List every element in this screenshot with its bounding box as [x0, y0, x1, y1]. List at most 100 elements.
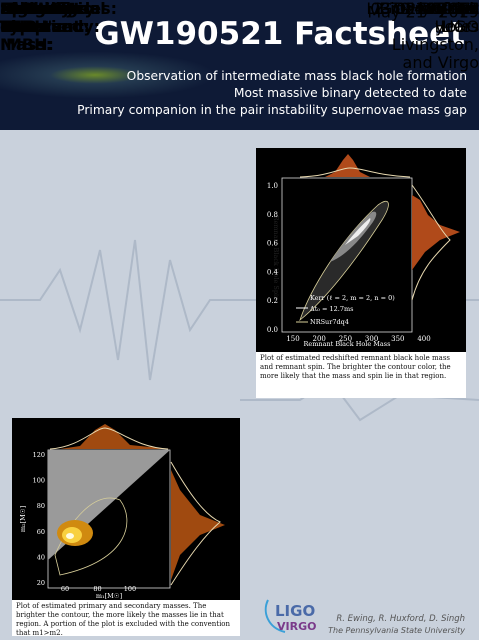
- fact-label: Remnant IMBH's Mass:: [0, 0, 82, 54]
- fact-value: 4 cycles: [414, 0, 479, 18]
- y-axis-label: Remnant Black Hole Spin: [272, 216, 280, 301]
- value-text: 0.48 – 1.1: [399, 0, 479, 18]
- legend-entry: Δt₀ = 12.7ms: [310, 305, 353, 313]
- value-text: May 21: [367, 2, 426, 22]
- fact-value: 2.7 – 7.7 Gpc: [374, 0, 479, 18]
- subtitle: Observation of intermediate mass black h…: [126, 69, 467, 83]
- fact-value: 142 M☉: [415, 0, 479, 18]
- y-tick-label: 0.0: [267, 326, 278, 334]
- fact-label: Redshift:: [0, 0, 83, 18]
- x-tick-label: 350: [391, 335, 404, 343]
- fact-row: # GW cycles: 4 cycles: [0, 0, 479, 560]
- fact-row: Remnant IMBH's Mass: 142 M☉: [0, 0, 479, 480]
- value-text: 2019: [433, 2, 479, 22]
- x-tick-label: 400: [417, 335, 430, 343]
- value-sup: st: [425, 4, 434, 13]
- logo-text: LIGO: [275, 602, 315, 620]
- y-tick-label: 1.0: [267, 182, 278, 190]
- fact-value: LIGO Hanford, LIGO Livingston, and Virgo: [364, 0, 479, 72]
- x-tick-label: 200: [313, 335, 326, 343]
- fact-value: 0.48 – 1.1: [400, 0, 479, 18]
- value-text: 66 M☉: [425, 0, 479, 18]
- y-tick-label: 120: [33, 451, 45, 459]
- x-tick-label: 250: [339, 335, 352, 343]
- subtitle: Primary companion in the pair instabilit…: [77, 103, 467, 117]
- fact-label: Peak Signal Frequency:: [0, 0, 106, 36]
- y-tick-label: 0.4: [267, 268, 279, 276]
- fact-value: 03:02:29 UTC: [370, 0, 479, 18]
- fact-label: Merger Time:: [0, 0, 65, 36]
- x-tick-label: 100: [124, 585, 136, 593]
- fact-row: Source Type: Binary Black Holes: [0, 0, 479, 80]
- x-tick-label: 300: [365, 335, 378, 343]
- fact-row: Spin of Remnant IMBH: 0.7: [0, 0, 479, 520]
- fact-label: FAR:: [0, 0, 41, 18]
- caption: Plot of estimated primary and secondary …: [12, 600, 240, 637]
- y-tick-label: 0.8: [267, 211, 278, 219]
- value-text: 4 cycles: [414, 0, 479, 18]
- fact-label: Distance:: [0, 0, 85, 18]
- fact-value: 100 milliseconds: [395, 3, 479, 21]
- fact-label: Detectors observed:: [0, 0, 90, 36]
- fact-label: Secondary Mass:: [0, 0, 95, 36]
- credit: The Pennsylvania State University: [328, 626, 465, 635]
- fact-label: Primary Mass:: [0, 0, 71, 36]
- value-text: 03:02:29 UTC: [370, 0, 479, 18]
- y-tick-label: 0.6: [267, 240, 279, 248]
- y-tick-label: 40: [37, 553, 45, 561]
- value-text: 0.7: [453, 0, 479, 18]
- fact-value: May 21st 2019: [367, 0, 479, 21]
- x-axis-label: m₁[M☉]: [96, 592, 122, 600]
- title: GW190521 Factsheet: [94, 16, 465, 52]
- fact-row: Detectors observed: LIGO Hanford, LIGO Li…: [0, 0, 479, 72]
- fact-row: Secondary Mass: 66 M☉: [0, 0, 479, 400]
- x-tick-label: 150: [286, 335, 299, 343]
- fact-value: 60 Hz: [433, 0, 479, 18]
- y-tick-label: 60: [37, 528, 45, 536]
- x-tick-label: 80: [93, 585, 101, 593]
- header: GW190521 Factsheet Observation of interm…: [0, 0, 479, 130]
- value-text: LIGO Hanford, LIGO Livingston, and Virgo: [366, 0, 479, 72]
- value-text: 60 Hz: [433, 0, 479, 18]
- fact-label: # GW cycles:: [0, 0, 117, 18]
- value-text: 0.8: [453, 0, 479, 18]
- fact-row: FAR: 1 in 4900 years: [0, 0, 479, 240]
- y-tick-label: 100: [33, 477, 45, 485]
- subtitle: Most massive binary detected to date: [233, 86, 467, 100]
- fact-row: Peak Signal Frequency: 60 Hz: [0, 0, 479, 600]
- fact-label: Spin of Remnant IMBH:: [0, 0, 82, 54]
- value-text: 2.7 – 7.7 Gpc: [373, 0, 479, 18]
- fact-row: Primary Mass: 85 M☉: [0, 0, 479, 360]
- value-text: 100 milliseconds: [395, 6, 479, 17]
- fact-row: Date: May 21st 2019: [0, 0, 479, 120]
- value-text: 85 M☉: [425, 0, 479, 18]
- fact-label: Date:: [0, 0, 49, 18]
- legend-entry: NRSur7dq4: [310, 318, 349, 326]
- fact-value: 85 M☉: [425, 0, 479, 18]
- fact-label: Mass ratio:: [0, 0, 101, 18]
- fact-row: Mass ratio: 0.8: [0, 0, 479, 440]
- x-tick-label: 60: [61, 585, 69, 593]
- fact-row: Network SNR: 15: [0, 0, 479, 200]
- y-tick-label: 20: [37, 579, 45, 587]
- value-text: 1 in 4900 years: [403, 0, 479, 36]
- fact-label: Signal Duration:: [0, 0, 86, 36]
- fact-value: 1 in 4900 years: [364, 0, 479, 36]
- value-text: 142 M☉: [415, 0, 479, 18]
- value-text: Binary Black Holes: [379, 0, 479, 36]
- fact-label: Source Type:: [0, 0, 63, 36]
- fact-label: Network SNR:: [0, 0, 77, 36]
- credit: R. Ewing, R. Huxford, D. Singh: [336, 614, 465, 624]
- fact-value: 0.7: [454, 0, 479, 18]
- y-axis-label: m₂[M☉]: [19, 506, 27, 532]
- caption: Plot of estimated redshifted remnant bla…: [256, 352, 466, 398]
- x-axis-label: Remnant Black Hole Mass: [304, 340, 391, 348]
- legend-entry: Kerr (ℓ = 2, m = 2, n = 0): [310, 294, 395, 302]
- fact-value: Binary Black Holes: [364, 0, 479, 36]
